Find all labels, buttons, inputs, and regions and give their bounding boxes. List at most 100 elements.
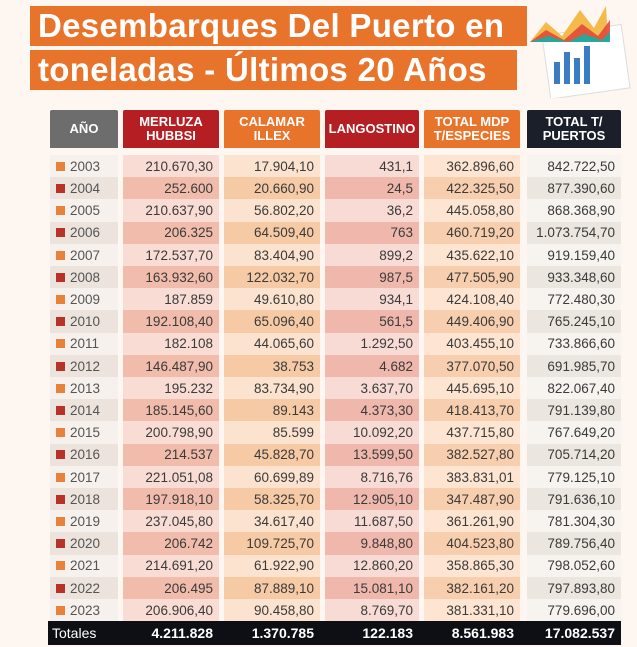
year-marker [56,539,65,549]
value-cell: 1.292,50 [325,332,419,356]
value-cell: 424.108,40 [424,288,520,311]
value-cell: 49.610,80 [224,288,320,311]
value-cell: 109.725,70 [224,532,320,555]
value-cell: 822.067,40 [527,377,621,400]
value-cell: 919.159,40 [527,243,621,267]
value-cell: 362.896,60 [424,155,520,178]
year-cell: 2016 [50,443,118,467]
value-cell: 779.125,10 [527,465,621,489]
year-marker [56,472,65,482]
value-cell: 382.527,80 [424,443,520,467]
year-cell: 2003 [50,155,118,178]
value-cell: 89.143 [224,399,320,422]
year-marker [56,228,65,238]
year: 2003 [70,158,101,174]
year-marker [56,206,65,216]
value-cell: 691.985,70 [527,354,621,378]
value-cell: 798.052,60 [527,554,621,578]
value-cell: 437.715,80 [424,421,520,444]
title-line: Desembarques Del Puerto en [30,6,527,46]
year: 2014 [70,402,101,418]
value-cell: 445.695,10 [424,377,520,400]
value-cell: 765.245,10 [527,310,621,333]
value-cell: 789.756,40 [527,532,621,555]
value-cell: 377.070,50 [424,354,520,378]
value-cell: 206.906,40 [123,599,219,622]
value-cell: 422.325,50 [424,177,520,200]
year: 2015 [70,425,101,441]
value-cell: 87.889,10 [224,576,320,600]
value-cell: 8.716,76 [325,465,419,489]
year-cell: 2018 [50,488,118,511]
year: 2005 [70,203,101,219]
value-cell: 772.480,30 [527,288,621,311]
value-cell: 445.058,80 [424,199,520,222]
value-cell: 403.455,10 [424,332,520,356]
year: 2009 [70,291,101,307]
value-cell: 987,5 [325,266,419,289]
value-cell: 381.331,10 [424,599,520,622]
value-cell: 187.859 [123,288,219,311]
year-marker [56,161,65,171]
year-cell: 2021 [50,554,118,578]
year-cell: 2010 [50,310,118,333]
year-marker [56,361,65,371]
year: 2012 [70,358,101,374]
year: 2004 [70,180,101,196]
value-cell: 9.848,80 [325,532,419,555]
year-cell: 2009 [50,288,118,311]
total-value: 122.183 [362,625,413,641]
value-cell: 65.096,40 [224,310,320,333]
value-cell: 868.368,90 [527,199,621,222]
year: 2011 [70,336,100,352]
year-cell: 2014 [50,399,118,422]
value-cell: 418.413,70 [424,399,520,422]
value-cell: 20.660,90 [224,177,320,200]
year-cell: 2007 [50,243,118,267]
value-cell: 477.505,90 [424,266,520,289]
value-cell: 382.161,20 [424,576,520,600]
value-cell: 64.509,40 [224,221,320,245]
value-cell: 182.108 [123,332,219,356]
value-cell: 791.636,10 [527,488,621,511]
year-cell: 2023 [50,599,118,622]
year-marker [56,450,65,460]
year-marker [56,583,65,593]
year: 2023 [70,602,101,618]
value-cell: 38.753 [224,354,320,378]
value-cell: 842.722,50 [527,155,621,178]
value-cell: 767.649,20 [527,421,621,444]
year: 2021 [70,558,101,574]
year-cell: 2022 [50,576,118,600]
value-cell: 192.108,40 [123,310,219,333]
totals-label: Totales [52,625,97,641]
value-cell: 1.073.754,70 [527,221,621,245]
value-cell: 17.904,10 [224,155,320,178]
value-cell: 781.304,30 [527,510,621,533]
year-cell: 2012 [50,354,118,378]
value-cell: 4.373,30 [325,399,419,422]
year-cell: 2019 [50,510,118,533]
column-header: CALAMAR ILLEX [224,110,320,148]
value-cell: 172.537,70 [123,243,219,267]
value-cell: 12.860,20 [325,554,419,578]
value-cell: 185.145,60 [123,399,219,422]
year-marker [56,383,65,393]
value-cell: 195.232 [123,377,219,400]
year: 2006 [70,225,101,241]
year-marker [56,339,65,349]
value-cell: 221.051,08 [123,465,219,489]
value-cell: 44.065,60 [224,332,320,356]
value-cell: 210.637,90 [123,199,219,222]
value-cell: 460.719,20 [424,221,520,245]
column-header: TOTAL MDP T/ESPECIES [424,110,520,148]
title-line: toneladas - Últimos 20 Años [30,50,517,90]
year: 2013 [70,380,101,396]
year-marker [56,516,65,526]
value-cell: 933.348,60 [527,266,621,289]
value-cell: 34.617,40 [224,510,320,533]
year-cell: 2017 [50,465,118,489]
year-cell: 2004 [50,177,118,200]
value-cell: 214.537 [123,443,219,467]
value-cell: 237.045,80 [123,510,219,533]
